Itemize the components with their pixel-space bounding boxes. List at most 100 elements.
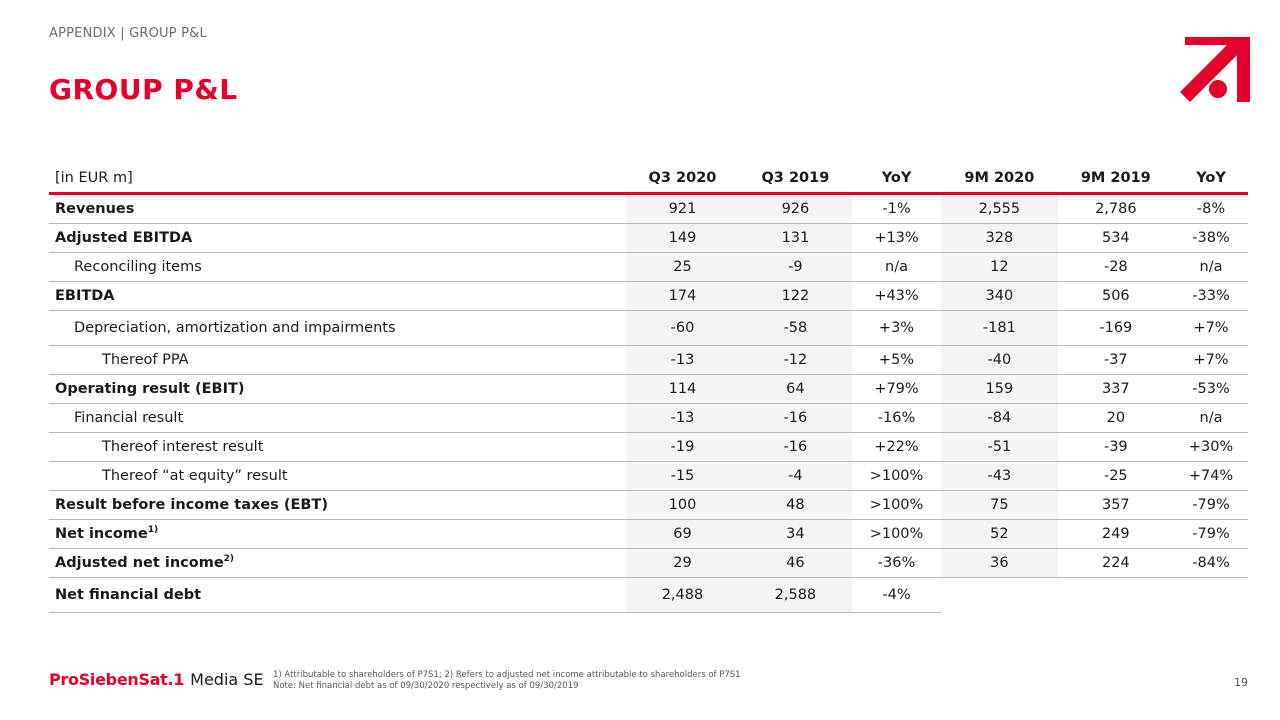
cell-value: >100% xyxy=(851,461,942,491)
table-header-row: [in EUR m] Q3 2020 Q3 2019 YoY 9M 2020 9… xyxy=(49,164,1248,195)
table-row: Result before income taxes (EBT) 100 48 … xyxy=(49,490,1248,520)
cell-value: +3% xyxy=(851,310,942,346)
cell-value: 29 xyxy=(626,548,739,578)
cell-value: +13% xyxy=(851,223,942,253)
cell-value: -169 xyxy=(1057,310,1175,346)
empty-cell xyxy=(941,578,1057,613)
table-row: Adjusted EBITDA 149 131 +13% 328 534 -38… xyxy=(49,223,1248,253)
cell-value: n/a xyxy=(1174,252,1248,282)
cell-value: 131 xyxy=(738,223,852,253)
cell-value: -16% xyxy=(851,403,942,433)
cell-value: 149 xyxy=(626,223,739,253)
table-row: Financial result -13 -16 -16% -84 20 n/a xyxy=(49,403,1248,433)
cell-value: 337 xyxy=(1057,374,1175,404)
empty-cell xyxy=(1058,578,1174,613)
cell-value: 122 xyxy=(738,281,852,311)
row-label-text: Net income xyxy=(55,526,148,542)
cell-value: -19 xyxy=(626,432,739,462)
cell-value: -36% xyxy=(851,548,942,578)
row-label: Depreciation, amortization and impairmen… xyxy=(49,310,626,346)
breadcrumb: APPENDIX | GROUP P&L xyxy=(49,26,207,41)
column-header-unit: [in EUR m] xyxy=(49,164,626,195)
cell-value: 34 xyxy=(738,519,852,549)
cell-value: 46 xyxy=(738,548,852,578)
cell-value: +74% xyxy=(1174,461,1248,491)
cell-value: -58 xyxy=(738,310,852,346)
cell-value: -79% xyxy=(1174,490,1248,520)
cell-value: -12 xyxy=(738,345,852,375)
cell-value: 921 xyxy=(626,193,739,224)
cell-value: +5% xyxy=(851,345,942,375)
cell-value: 328 xyxy=(941,223,1058,253)
prosiebensat1-logo-icon xyxy=(1180,37,1250,102)
table-row: Depreciation, amortization and impairmen… xyxy=(49,310,1248,346)
column-header-9m-2019: 9M 2019 xyxy=(1057,164,1175,195)
row-label: Adjusted EBITDA xyxy=(49,223,626,253)
table-row: Thereof interest result -19 -16 +22% -51… xyxy=(49,432,1248,462)
cell-value: 114 xyxy=(626,374,739,404)
cell-value: 340 xyxy=(941,281,1058,311)
table-row: Revenues 921 926 -1% 2,555 2,786 -8% xyxy=(49,193,1248,224)
brand-suffix: Media SE xyxy=(190,670,264,689)
cell-value: 534 xyxy=(1057,223,1175,253)
table-row: Net income1) 69 34 >100% 52 249 -79% xyxy=(49,519,1248,549)
cell-value: 2,488 xyxy=(626,577,739,613)
cell-value: 75 xyxy=(941,490,1058,520)
table-row: Thereof “at equity” result -15 -4 >100% … xyxy=(49,461,1248,491)
cell-value: 69 xyxy=(626,519,739,549)
cell-value: -13 xyxy=(626,345,739,375)
row-label: Result before income taxes (EBT) xyxy=(49,490,626,520)
footnotes: 1) Attributable to shareholders of P7S1;… xyxy=(273,670,741,692)
brand-wordmark: ProSiebenSat.1 Media SE xyxy=(49,670,264,689)
table-row: Adjusted net income2) 29 46 -36% 36 224 … xyxy=(49,548,1248,578)
cell-value: -16 xyxy=(738,403,852,433)
cell-value: 20 xyxy=(1057,403,1175,433)
brand-name: ProSiebenSat.1 xyxy=(49,670,185,689)
cell-value: 36 xyxy=(941,548,1058,578)
cell-value: -84 xyxy=(941,403,1058,433)
cell-value: 52 xyxy=(941,519,1058,549)
cell-value: -8% xyxy=(1174,193,1248,224)
cell-value: +79% xyxy=(851,374,942,404)
cell-value: n/a xyxy=(851,252,942,282)
row-label: Thereof interest result xyxy=(49,432,626,462)
cell-value: +30% xyxy=(1174,432,1248,462)
cell-value: -4% xyxy=(851,577,942,613)
table-row: Thereof PPA -13 -12 +5% -40 -37 +7% xyxy=(49,345,1248,375)
cell-value: >100% xyxy=(851,490,942,520)
cell-value: 2,555 xyxy=(941,193,1058,224)
row-label: Financial result xyxy=(49,403,626,433)
table-row: Net financial debt 2,488 2,588 -4% xyxy=(49,577,1248,613)
cell-value: 249 xyxy=(1057,519,1175,549)
cell-value: 506 xyxy=(1057,281,1175,311)
row-label: Net income1) xyxy=(49,519,626,549)
cell-value: +7% xyxy=(1174,310,1248,346)
cell-value: -181 xyxy=(941,310,1058,346)
row-label: Net financial debt xyxy=(49,577,626,613)
page-title: GROUP P&L xyxy=(49,73,238,106)
cell-value: +22% xyxy=(851,432,942,462)
cell-value: -39 xyxy=(1057,432,1175,462)
cell-value: 926 xyxy=(738,193,852,224)
table-row: Operating result (EBIT) 114 64 +79% 159 … xyxy=(49,374,1248,404)
table-row: EBITDA 174 122 +43% 340 506 -33% xyxy=(49,281,1248,311)
cell-value: -15 xyxy=(626,461,739,491)
table-row: Reconciling items 25 -9 n/a 12 -28 n/a xyxy=(49,252,1248,282)
cell-value: 25 xyxy=(626,252,739,282)
cell-value: -53% xyxy=(1174,374,1248,404)
cell-value: -60 xyxy=(626,310,739,346)
group-pl-table: [in EUR m] Q3 2020 Q3 2019 YoY 9M 2020 9… xyxy=(49,164,1248,613)
cell-value: -9 xyxy=(738,252,852,282)
page-number: 19 xyxy=(1234,676,1248,689)
cell-value: 159 xyxy=(941,374,1058,404)
row-label: Operating result (EBIT) xyxy=(49,374,626,404)
cell-value: -43 xyxy=(941,461,1058,491)
column-header-9m-2020: 9M 2020 xyxy=(941,164,1058,195)
cell-value: >100% xyxy=(851,519,942,549)
cell-value: -1% xyxy=(851,193,942,224)
cell-value: -84% xyxy=(1174,548,1248,578)
cell-value: -33% xyxy=(1174,281,1248,311)
cell-value: -28 xyxy=(1057,252,1175,282)
row-label: Thereof PPA xyxy=(49,345,626,375)
row-label: Revenues xyxy=(49,193,626,224)
